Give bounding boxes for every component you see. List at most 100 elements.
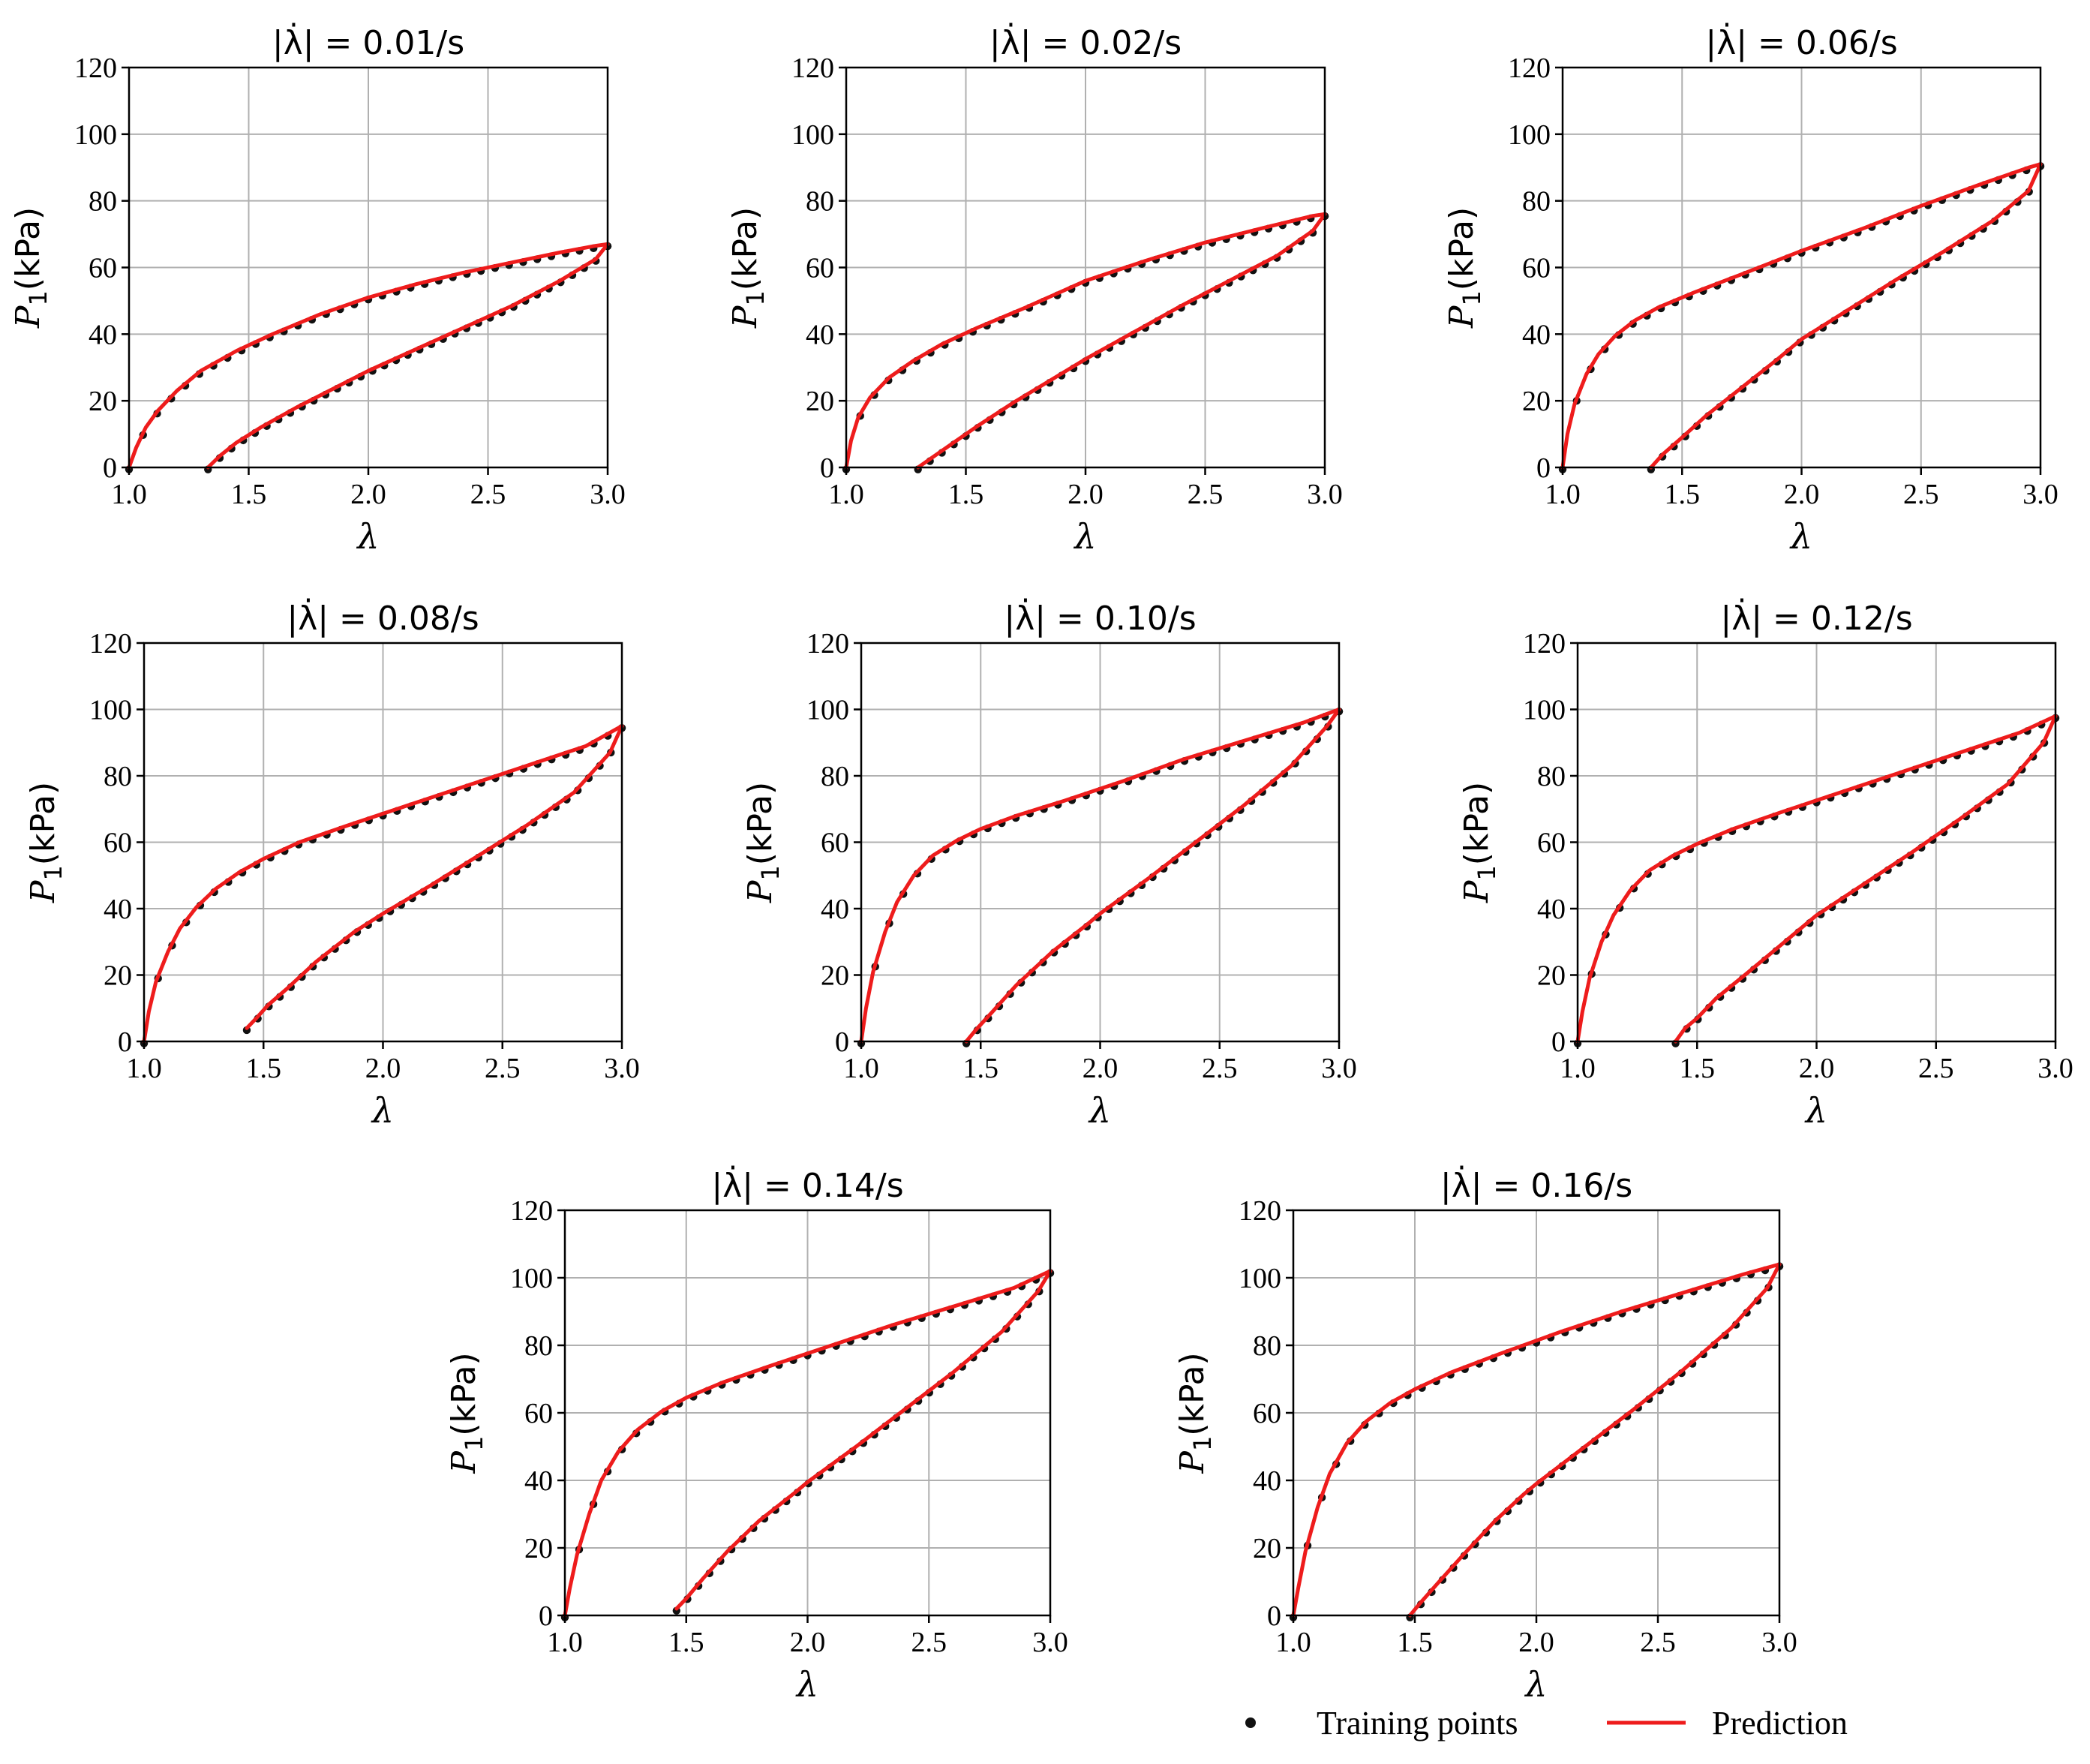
y-tick-label: 80 — [806, 186, 834, 218]
x-axis-label: λ — [1789, 516, 1812, 557]
ylabel-subscript: 1 — [741, 290, 770, 305]
subplot-7: 1.0 1.5 2.0 2.5 3.0 0 20 40 60 80 100 120 |λ̇| = 0.1… — [445, 1164, 1068, 1705]
prediction-lines — [859, 708, 1341, 1044]
prediction-line-loading — [563, 1269, 1053, 1618]
subplot-2: 1.0 1.5 2.0 2.5 3.0 0 20 40 60 80 100 120 |λ̇| = 0.0… — [726, 22, 1343, 557]
x-tick-label: 3.0 — [1032, 1627, 1068, 1658]
x-tick-label: 1.0 — [111, 479, 147, 510]
y-tick-label: 40 — [104, 894, 132, 925]
x-tick-label: 1.5 — [1397, 1627, 1433, 1658]
x-axis-label: λ — [1073, 516, 1096, 557]
legend: Training points Prediction — [1245, 1705, 1848, 1741]
y-tick-label: 80 — [524, 1330, 553, 1362]
title-prefix: |λ̇| = — [287, 597, 377, 638]
subplot-title: |λ̇| = 0.08/s — [287, 597, 479, 638]
y-tick-label: 120 — [806, 628, 849, 660]
ylabel-unit: (kPa) — [9, 207, 47, 290]
x-tick-label: 3.0 — [1307, 479, 1343, 510]
y-tick-label: 100 — [1508, 119, 1551, 151]
y-tick-label: 60 — [1253, 1398, 1281, 1429]
title-prefix: |λ̇| = — [1720, 597, 1811, 638]
x-tick-label: 2.0 — [790, 1627, 826, 1658]
ylabel-subscript: 1 — [39, 865, 68, 880]
x-axis-label: λ — [1804, 1090, 1827, 1131]
prediction-line-unloading — [964, 708, 1341, 1044]
title-prefix: |λ̇| = — [1004, 597, 1095, 638]
y-axis-label: P1(kPa) — [9, 207, 53, 329]
legend-points-label: Training points — [1317, 1705, 1518, 1741]
ylabel-symbol: P — [741, 879, 779, 903]
subplot-4: 1.0 1.5 2.0 2.5 3.0 0 20 40 60 80 100 120 |λ̇| = 0.0… — [24, 597, 640, 1131]
y-axis-label: P1(kPa) — [1443, 207, 1486, 329]
prediction-line-loading — [1575, 714, 2058, 1044]
ylabel-subscript: 1 — [24, 290, 53, 305]
y-tick-label: 0 — [1551, 1026, 1566, 1058]
title-value: 0.12/s — [1811, 600, 1913, 638]
x-tick-label: 1.5 — [948, 479, 984, 510]
prediction-line-loading — [844, 212, 1327, 470]
y-tick-label: 100 — [1523, 695, 1566, 726]
prediction-lines — [142, 724, 624, 1044]
x-tick-label: 2.5 — [1918, 1053, 1954, 1084]
x-tick-label: 2.0 — [365, 1053, 401, 1084]
x-tick-label: 1.5 — [1680, 1053, 1716, 1084]
subplot-8: 1.0 1.5 2.0 2.5 3.0 0 20 40 60 80 100 120 |λ̇| = 0.1… — [1173, 1164, 1797, 1705]
y-tick-label: 0 — [539, 1600, 553, 1632]
y-tick-label: 60 — [821, 828, 849, 859]
y-axis-label: P1(kPa) — [445, 1352, 488, 1474]
prediction-lines — [1560, 162, 2043, 470]
x-tick-label: 3.0 — [590, 479, 626, 510]
subplot-title: |λ̇| = 0.06/s — [1705, 22, 1897, 62]
y-tick-label: 0 — [1536, 452, 1551, 484]
y-tick-label: 100 — [1239, 1263, 1281, 1294]
x-tick-label: 1.0 — [828, 479, 864, 510]
x-tick-label: 1.0 — [547, 1627, 583, 1658]
x-tick-label: 2.0 — [350, 479, 386, 510]
ylabel-symbol: P — [1458, 879, 1496, 903]
title-prefix: |λ̇| = — [272, 22, 363, 62]
ylabel-subscript: 1 — [756, 865, 785, 880]
x-tick-label: 3.0 — [2037, 1053, 2073, 1084]
prediction-lines — [563, 1269, 1053, 1618]
ylabel-unit: (kPa) — [445, 1352, 483, 1435]
y-tick-label: 20 — [104, 960, 132, 992]
x-tick-label: 2.5 — [470, 479, 506, 510]
x-tick-label: 2.0 — [1083, 1053, 1119, 1084]
x-tick-label: 1.5 — [246, 1053, 282, 1084]
y-tick-label: 60 — [89, 253, 117, 284]
subplot-1: 1.0 1.5 2.0 2.5 3.0 0 20 40 60 80 100 120 |λ̇| = 0.0… — [9, 22, 626, 557]
x-tick-label: 1.0 — [1545, 479, 1581, 510]
prediction-line-unloading — [1408, 1262, 1782, 1618]
y-axis-label: P1(kPa) — [1458, 782, 1501, 903]
legend-prediction-label: Prediction — [1712, 1705, 1848, 1741]
x-tick-label: 1.0 — [843, 1053, 879, 1084]
y-tick-label: 40 — [1537, 894, 1566, 925]
y-tick-label: 20 — [1253, 1533, 1281, 1564]
ylabel-unit: (kPa) — [1443, 207, 1481, 290]
y-tick-label: 80 — [1253, 1330, 1281, 1362]
y-tick-label: 40 — [821, 894, 849, 925]
y-tick-label: 120 — [1523, 628, 1566, 660]
ylabel-subscript: 1 — [460, 1436, 488, 1451]
ylabel-symbol: P — [9, 305, 47, 329]
ylabel-symbol: P — [445, 1450, 483, 1474]
x-tick-label: 1.0 — [1560, 1053, 1596, 1084]
title-prefix: |λ̇| = — [989, 22, 1080, 62]
y-tick-label: 120 — [1239, 1195, 1281, 1227]
x-axis-label: λ — [371, 1090, 394, 1131]
x-tick-label: 2.5 — [485, 1053, 521, 1084]
prediction-lines — [1575, 714, 2058, 1044]
prediction-line-unloading — [916, 212, 1327, 470]
prediction-line-unloading — [1649, 162, 2043, 470]
prediction-line-unloading — [245, 724, 624, 1030]
subplot-5: 1.0 1.5 2.0 2.5 3.0 0 20 40 60 80 100 120 |λ̇| = 0.1… — [741, 597, 1357, 1131]
y-tick-label: 80 — [1537, 761, 1566, 792]
title-prefix: |λ̇| = — [1705, 22, 1796, 62]
title-prefix: |λ̇| = — [1440, 1164, 1531, 1205]
subplot-3: 1.0 1.5 2.0 2.5 3.0 0 20 40 60 80 100 120 |λ̇| = 0.0… — [1443, 22, 2058, 557]
prediction-lines — [844, 212, 1327, 470]
x-tick-label: 1.5 — [231, 479, 267, 510]
y-tick-label: 100 — [791, 119, 834, 151]
x-tick-label: 2.5 — [1202, 1053, 1238, 1084]
y-tick-label: 20 — [806, 386, 834, 417]
